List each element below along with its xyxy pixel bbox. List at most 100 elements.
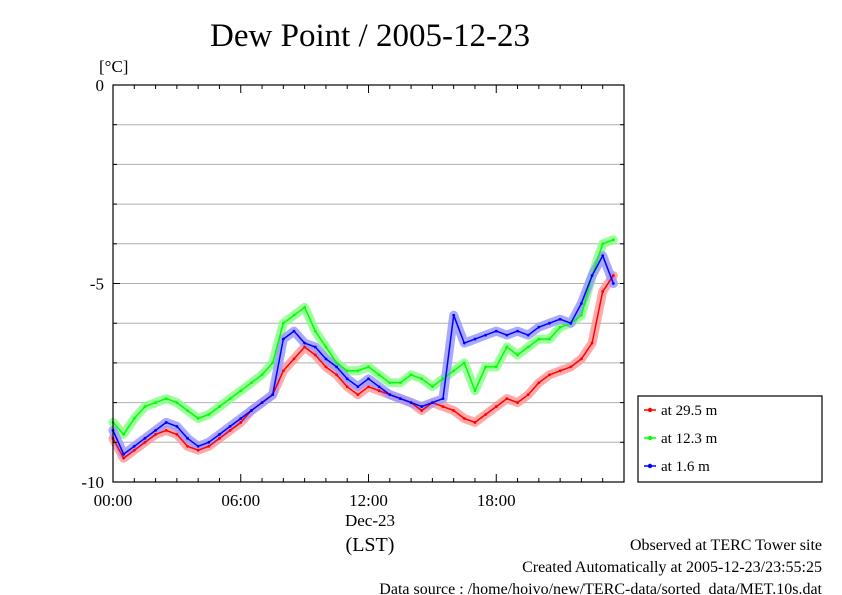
data-point (548, 373, 551, 377)
data-point (526, 333, 530, 337)
data-point (516, 329, 519, 333)
legend: at 29.5 m at 12.3 m at 1.6 m (644, 403, 718, 475)
data-point (324, 357, 328, 361)
data-point (452, 313, 456, 317)
data-point (601, 254, 605, 258)
chart-title: Dew Point / 2005-12-23 (210, 18, 530, 54)
data-point (430, 401, 434, 404)
data-point (473, 337, 477, 341)
data-point (484, 413, 488, 416)
note-data-source: Data source : /home/hoivo/new/TERC-data/… (379, 581, 822, 595)
data-point (186, 436, 189, 440)
data-point (143, 405, 147, 408)
data-point (356, 393, 360, 397)
data-point (590, 274, 594, 277)
data-point (580, 357, 583, 361)
data-point (388, 393, 392, 397)
data-point (569, 365, 573, 369)
data-point (367, 377, 370, 381)
data-point (558, 369, 562, 373)
data-point (441, 377, 445, 381)
y-tick-label: -5 (90, 275, 104, 294)
data-point (377, 385, 381, 389)
data-point (143, 440, 147, 444)
data-point (249, 409, 253, 412)
data-point (494, 365, 498, 369)
data-point (164, 397, 168, 401)
data-point (164, 421, 168, 424)
data-point (313, 329, 317, 333)
data-point (345, 385, 349, 389)
data-point (154, 428, 157, 432)
data-point (611, 238, 615, 242)
data-point (218, 436, 221, 440)
data-point (175, 401, 179, 404)
data-point (580, 301, 583, 305)
data-point (409, 373, 413, 377)
data-point (409, 401, 413, 404)
data-point (505, 333, 509, 337)
data-point (207, 440, 211, 444)
y-tick-label: 0 (96, 76, 105, 95)
data-point (324, 345, 328, 349)
data-point (356, 369, 360, 373)
data-point (377, 373, 381, 377)
x-tick-label: 06:00 (221, 491, 260, 510)
data-point (345, 369, 349, 373)
x-axis-date-label: Dec-23 (345, 511, 395, 530)
data-point (420, 409, 424, 412)
data-point (132, 417, 136, 420)
data-point (239, 421, 243, 424)
data-point (399, 381, 402, 385)
data-point (143, 436, 147, 440)
data-point (441, 397, 445, 401)
data-point (313, 353, 317, 357)
data-point (218, 432, 221, 436)
data-point (260, 401, 264, 404)
note-created-time: Created Automatically at 2005-12-23/23:5… (522, 559, 822, 576)
data-point (303, 305, 307, 309)
data-point (196, 448, 200, 452)
data-point (260, 373, 264, 377)
data-point (122, 456, 126, 460)
data-point (473, 421, 477, 424)
data-point (292, 329, 296, 333)
data-point (228, 425, 232, 428)
data-point (164, 428, 168, 432)
legend-label: at 29.5 m (661, 403, 718, 419)
data-point (548, 321, 551, 325)
data-point (601, 242, 605, 246)
data-point (281, 321, 285, 325)
data-point (249, 381, 253, 385)
series-lines (111, 238, 615, 460)
data-point (462, 361, 466, 365)
data-point (239, 417, 243, 420)
legend-marker (647, 463, 653, 469)
series-band (108, 235, 618, 439)
data-point (207, 444, 211, 448)
data-point (537, 325, 541, 329)
data-point (335, 365, 338, 369)
data-point (494, 405, 498, 408)
data-point (399, 397, 402, 401)
data-point (132, 448, 136, 452)
data-point (335, 361, 338, 365)
data-point (452, 369, 456, 373)
data-point (462, 341, 466, 345)
data-point (367, 365, 370, 369)
data-point (122, 432, 126, 436)
data-point (558, 325, 562, 329)
data-point (526, 345, 530, 349)
data-point (420, 377, 424, 381)
data-point (484, 365, 488, 369)
data-point (228, 428, 232, 432)
data-point (196, 417, 200, 420)
data-point (175, 432, 179, 436)
data-point (377, 389, 381, 393)
data-point (154, 432, 157, 436)
data-point (484, 333, 488, 337)
series-line (112, 254, 615, 455)
data-point (292, 313, 296, 317)
